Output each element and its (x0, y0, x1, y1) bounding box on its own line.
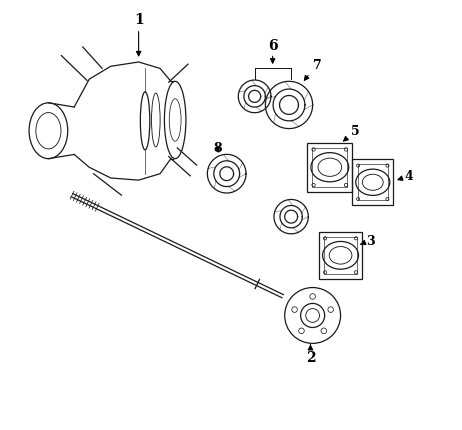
Text: 1: 1 (134, 13, 144, 57)
Text: 6: 6 (268, 39, 278, 53)
Text: 2: 2 (306, 345, 315, 364)
Text: 5: 5 (344, 125, 360, 141)
Text: 8: 8 (213, 142, 222, 155)
Text: 3: 3 (361, 234, 375, 247)
Text: 7: 7 (304, 58, 321, 81)
Text: 4: 4 (398, 170, 413, 183)
